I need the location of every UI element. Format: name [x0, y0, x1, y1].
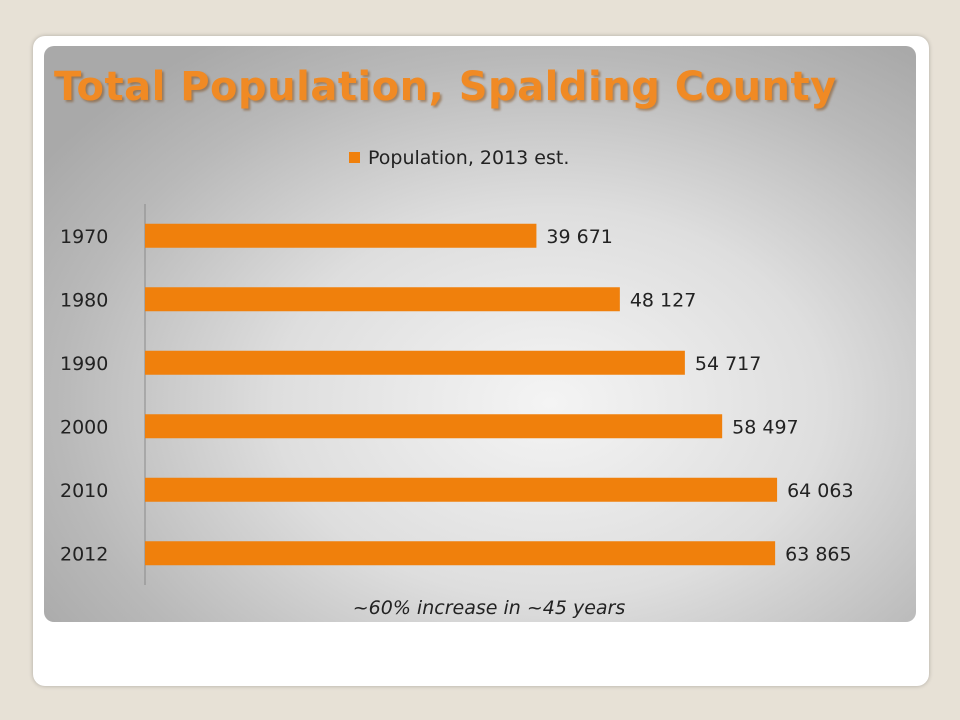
data-label-1980: 48 127 [630, 289, 696, 311]
chart-panel [44, 46, 916, 622]
bar-series: 1970 39 671 1980 48 127 1990 54 717 2000 58 497… [60, 223, 854, 566]
legend-swatch [349, 152, 360, 163]
bar-1970 [145, 223, 537, 248]
data-label-1970: 39 671 [546, 226, 612, 248]
data-label-2000: 58 497 [732, 416, 798, 438]
bar-2010 [145, 477, 778, 502]
bar-1980 [145, 287, 620, 312]
bar-1990 [145, 350, 685, 375]
category-label-1980: 1980 [60, 289, 108, 311]
legend-label: Population, 2013 est. [368, 147, 569, 169]
category-label-2010: 2010 [60, 480, 108, 502]
category-label-1970: 1970 [60, 226, 108, 248]
data-label-2012: 63 865 [785, 543, 851, 565]
data-label-1990: 54 717 [695, 353, 761, 375]
bar-2000 [145, 414, 723, 439]
category-label-2012: 2012 [60, 543, 108, 565]
page-title: Total Population, Spalding County [54, 64, 837, 110]
data-label-2010: 64 063 [787, 480, 853, 502]
chart-note: ~60% increase in ~45 years [353, 597, 626, 619]
category-label-2000: 2000 [60, 416, 108, 438]
category-label-1990: 1990 [60, 353, 108, 375]
bar-2012 [145, 541, 776, 566]
